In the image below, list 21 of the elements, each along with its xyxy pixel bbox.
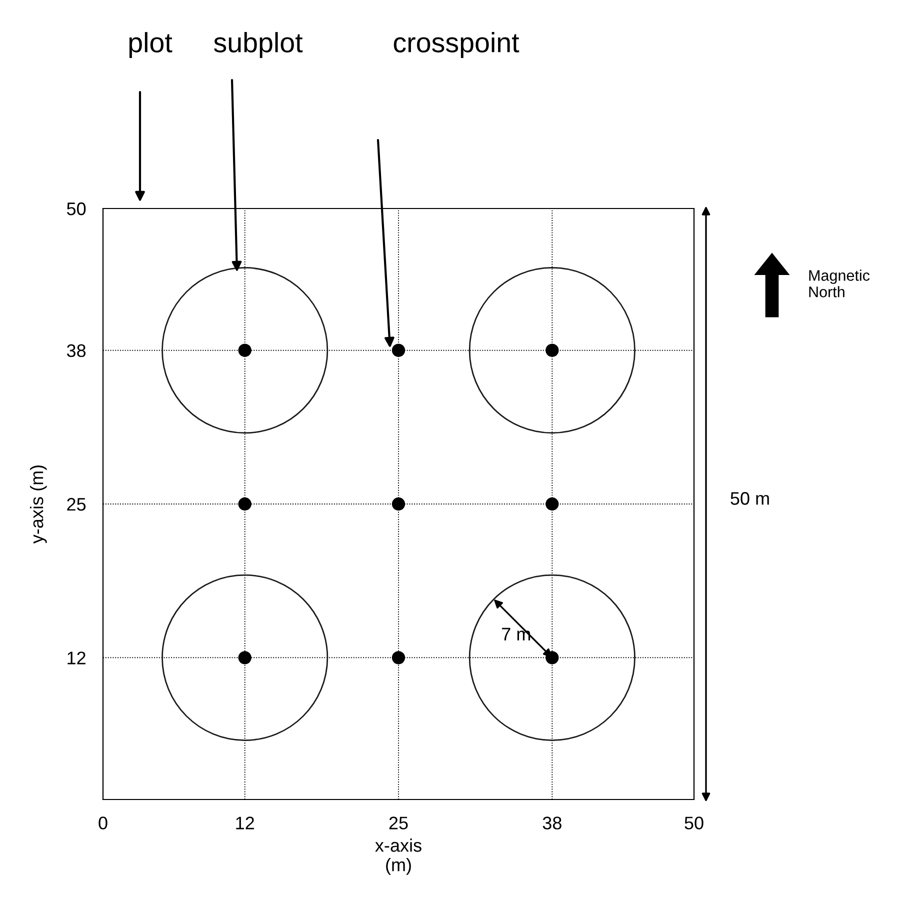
text: Magnetic North — [809, 270, 870, 298]
y-tick-label: 12 — [68, 652, 86, 664]
x-tick-label: 38 — [542, 816, 562, 830]
y-tick-label: 25 — [67, 498, 86, 511]
point — [392, 344, 406, 357]
y-tick-label: 50 — [66, 202, 86, 216]
y-tick-label: 38 — [66, 344, 86, 358]
text: 50 m — [730, 492, 769, 505]
x-tick-label: 25 — [389, 816, 408, 830]
point — [392, 497, 406, 511]
x-axis-title: x-axis (m) — [375, 838, 422, 875]
point — [392, 651, 406, 664]
text: subplot — [214, 32, 303, 58]
x-tick-label: 50 — [684, 816, 704, 830]
point — [238, 497, 252, 511]
point — [546, 497, 559, 511]
text: plot — [129, 32, 172, 58]
x-tick-label: 12 — [236, 816, 254, 830]
text: crosspoint — [394, 32, 520, 58]
y-axis-title: y-axis (m) — [30, 466, 47, 544]
x-tick-label: 0 — [98, 816, 108, 830]
